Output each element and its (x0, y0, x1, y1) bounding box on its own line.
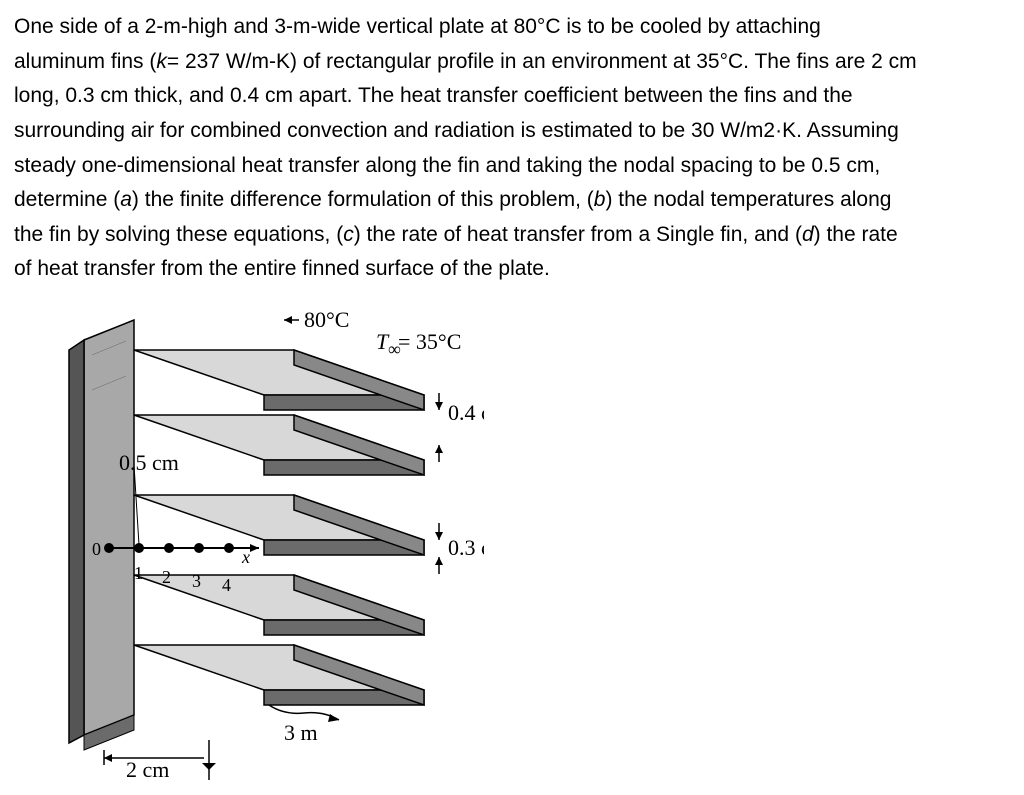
text: aluminum fins ( (14, 50, 156, 73)
text: ) the nodal temperatures along (605, 188, 891, 211)
text: ) the rate of heat transfer from a Singl… (354, 223, 802, 246)
length-dim: 2 cm (104, 740, 216, 782)
part-c: c (343, 223, 354, 246)
text: of heat transfer from the entire finned … (14, 257, 550, 280)
text: steady one-dimensional heat transfer alo… (14, 154, 880, 177)
t-inf-val: = 35°C (398, 329, 461, 354)
gap-value: 0.4 cm (448, 400, 484, 425)
text: determine ( (14, 188, 120, 211)
node-2: 2 (162, 567, 171, 587)
base-temp: 80°C (284, 307, 349, 332)
part-b: b (594, 188, 606, 211)
text: One side of a 2-m-high and 3-m-wide vert… (14, 15, 821, 38)
node-0: 0 (92, 539, 101, 559)
part-a: a (120, 188, 132, 211)
text: ) the finite difference formulation of t… (132, 188, 594, 211)
dx-value: 0.5 cm (119, 450, 179, 475)
length-value: 2 cm (126, 757, 169, 782)
gap-dim: 0.4 cm (435, 393, 484, 462)
text: long, 0.3 cm thick, and 0.4 cm apart. Th… (14, 84, 853, 107)
text: ) the rate (814, 223, 898, 246)
ambient-temp: T ∞ = 35°C (376, 329, 461, 359)
width-dim: 3 m (269, 705, 339, 745)
problem-statement: One side of a 2-m-high and 3-m-wide vert… (14, 10, 1010, 287)
var-k: k (156, 50, 167, 73)
node-1: 1 (134, 563, 143, 583)
text: = 237 W/m-K) of rectangular profile in a… (167, 50, 917, 73)
text: surrounding air for combined convection … (14, 119, 899, 142)
base-temp-value: 80°C (304, 307, 349, 332)
width-value: 3 m (284, 720, 318, 745)
thickness-value: 0.3 cm (448, 535, 484, 560)
node-3: 3 (192, 571, 201, 591)
text: the fin by solving these equations, ( (14, 223, 343, 246)
fin-diagram: 0.5 cm 0 1 2 3 4 x 80°C T ∞ = 35°C 0.4 c… (14, 295, 484, 785)
fins (134, 350, 424, 705)
node-4: 4 (222, 575, 231, 595)
part-d: d (802, 223, 814, 246)
thickness-dim: 0.3 cm (435, 523, 484, 574)
wall (69, 320, 134, 743)
x-axis: x (241, 547, 250, 567)
